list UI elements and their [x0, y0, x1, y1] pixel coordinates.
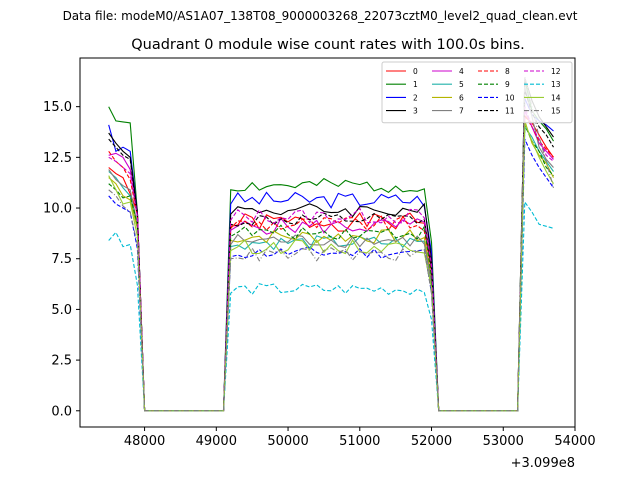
legend-label-8: 8	[505, 67, 510, 76]
y-tick-label: 15.0	[43, 100, 72, 115]
y-tick-label: 12.5	[43, 151, 72, 166]
legend-label-0: 0	[413, 67, 418, 76]
legend-label-3: 3	[413, 107, 418, 116]
legend-label-6: 6	[459, 93, 464, 102]
y-tick-label: 2.5	[51, 354, 72, 369]
series-line-13	[108, 200, 554, 412]
legend-label-14: 14	[551, 93, 561, 102]
y-tick-label: 5.0	[51, 303, 72, 318]
y-tick-label: 0.0	[51, 404, 72, 419]
legend-label-11: 11	[505, 107, 515, 116]
series-line-15	[108, 76, 555, 412]
x-tick-label: 53000	[483, 434, 524, 449]
legend-label-1: 1	[413, 80, 418, 89]
x-tick-label: 54000	[554, 434, 595, 449]
legend-label-9: 9	[505, 80, 510, 89]
x-tick-label: 50000	[267, 434, 308, 449]
figure-suptitle: Data file: modeM0/AS1A07_138T08_90000032…	[63, 9, 578, 23]
legend-label-7: 7	[459, 107, 464, 116]
y-tick-label: 7.5	[51, 252, 72, 267]
legend-box	[381, 61, 573, 124]
chart-title: Quadrant 0 module wise count rates with …	[131, 37, 525, 53]
axes-layer: 48000 49000 50000 51000 52000 53000 54000 0.0 2.…	[43, 57, 596, 449]
legend-label-10: 10	[505, 93, 515, 102]
y-tick-label: 10.0	[43, 202, 72, 217]
x-offset-label: +3.099e8	[511, 456, 575, 471]
x-tick-label: 51000	[339, 434, 380, 449]
legend-label-2: 2	[413, 93, 418, 102]
x-tick-label: 52000	[411, 434, 452, 449]
legend-label-15: 15	[551, 107, 561, 116]
x-tick-label: 49000	[196, 434, 237, 449]
legend-label-4: 4	[459, 67, 464, 76]
legend-label-13: 13	[551, 80, 561, 89]
x-tick-label: 48000	[124, 434, 165, 449]
legend-label-5: 5	[459, 80, 464, 89]
legend-label-12: 12	[551, 67, 561, 76]
axes-frame	[79, 57, 576, 428]
